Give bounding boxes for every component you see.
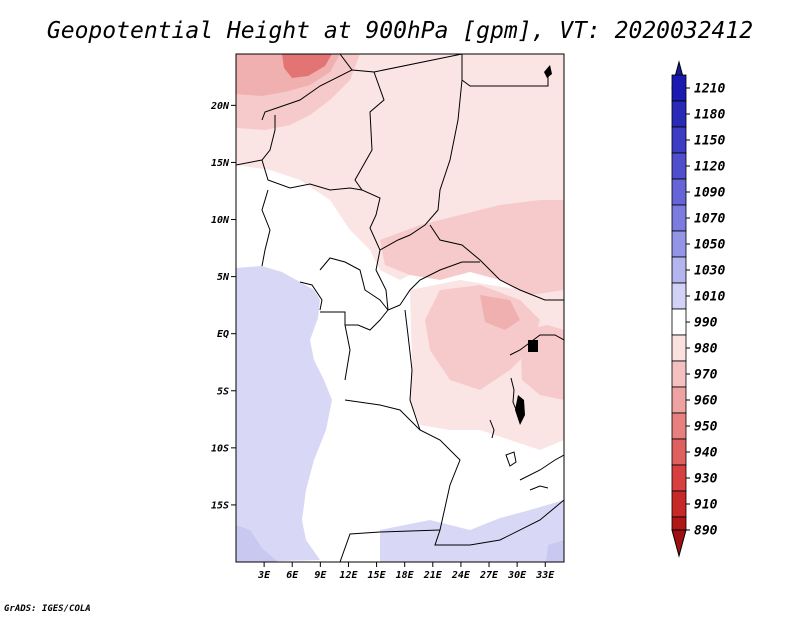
- lat-tick-label: 15S: [211, 500, 229, 511]
- lat-tick-label: EQ: [217, 329, 229, 340]
- colorbar-label: 960: [694, 394, 718, 409]
- country-borders: [236, 54, 564, 562]
- colorbar-label: 1070: [694, 212, 725, 227]
- lat-tick-label: 5S: [217, 386, 229, 397]
- colorbar-swatch: [671, 308, 687, 336]
- colorbar-swatch: [671, 438, 687, 466]
- ocean-deep-sw: [236, 525, 278, 562]
- colorbar-label: 980: [694, 342, 718, 357]
- lon-tick-label: 27E: [479, 570, 499, 581]
- colorbar-swatch: [671, 490, 687, 518]
- colorbar-swatch: [671, 516, 687, 531]
- colorbar-label: 1120: [694, 160, 725, 175]
- lat-tick-label: 10N: [211, 215, 230, 226]
- colorbar-label: 910: [694, 498, 718, 513]
- lon-tick-label: 33E: [535, 570, 555, 581]
- colorbar: 1210 1180 1150 1120 1090 1070 1050 1030 1010 990 9…: [671, 60, 725, 558]
- ocean-south-east: [380, 500, 564, 562]
- lon-tick-label: 24E: [451, 570, 471, 581]
- colorbar-swatch: [671, 204, 687, 232]
- colorbar-label: 990: [694, 316, 718, 331]
- colorbar-swatch: [671, 360, 687, 388]
- lake-outlines: [489, 377, 549, 491]
- colorbar-swatch: [671, 412, 687, 440]
- colorbar-label: 1010: [694, 290, 725, 305]
- lon-tick-label: 12E: [339, 570, 358, 581]
- colorbar-label: 940: [694, 446, 718, 461]
- lat-tick-label: 5N: [217, 272, 230, 283]
- colorbar-swatch: [671, 334, 687, 362]
- chart-title: Geopotential Height at 900hPa [gpm], VT:…: [46, 18, 754, 44]
- colorbar-label: 1050: [694, 238, 725, 253]
- colorbar-swatch: [671, 256, 687, 284]
- lon-tick-label: 30E: [507, 570, 527, 581]
- lakes: [515, 65, 552, 425]
- colorbar-swatch: [671, 178, 687, 206]
- lon-tick-label: 3E: [257, 570, 271, 581]
- colorbar-swatch: [671, 152, 687, 180]
- colorbar-label: 890: [694, 524, 718, 539]
- colorbar-swatch: [671, 74, 687, 102]
- lon-tick-label: 18E: [396, 570, 415, 581]
- colorbar-swatch: [671, 282, 687, 310]
- colorbar-label: 1030: [694, 264, 725, 279]
- lat-tick-label: 10S: [211, 443, 229, 454]
- lon-tick-label: 9E: [314, 570, 327, 581]
- ocean-area: [236, 266, 332, 562]
- lon-axis: 3E 6E 9E 12E 15E 18E 21E 24E 27E 30E 33E: [257, 562, 555, 581]
- colorbar-swatch: [671, 230, 687, 258]
- colorbar-label: 1180: [694, 108, 725, 123]
- field-red-max: [282, 54, 332, 78]
- colorbar-label: 1090: [694, 186, 725, 201]
- lat-tick-label: 20N: [210, 101, 230, 112]
- colorbar-label: 950: [694, 420, 718, 435]
- map-frame: [235, 53, 565, 563]
- colorbar-label: 930: [694, 472, 718, 487]
- colorbar-swatch: [671, 100, 687, 128]
- colorbar-swatch: [671, 126, 687, 154]
- software-credit: GrADS: IGES/COLA: [4, 604, 91, 614]
- colorbar-label: 1210: [694, 82, 725, 97]
- ocean-deep-se: [546, 540, 564, 562]
- colorbar-label: 1150: [694, 134, 725, 149]
- lon-tick-label: 21E: [423, 570, 443, 581]
- colorbar-swatch: [671, 386, 687, 414]
- colorbar-swatch: [671, 464, 687, 492]
- field-pink-strong-2: [480, 295, 520, 330]
- map-field: [236, 54, 564, 562]
- lat-axis: 20N 15N 10N 5N EQ 5S 10S 15S: [210, 101, 236, 511]
- lon-tick-label: 15E: [368, 570, 387, 581]
- lon-tick-label: 6E: [286, 570, 299, 581]
- colorbar-bottom-arrow: [671, 529, 687, 558]
- colorbar-label: 970: [694, 368, 718, 383]
- lat-tick-label: 15N: [211, 158, 230, 169]
